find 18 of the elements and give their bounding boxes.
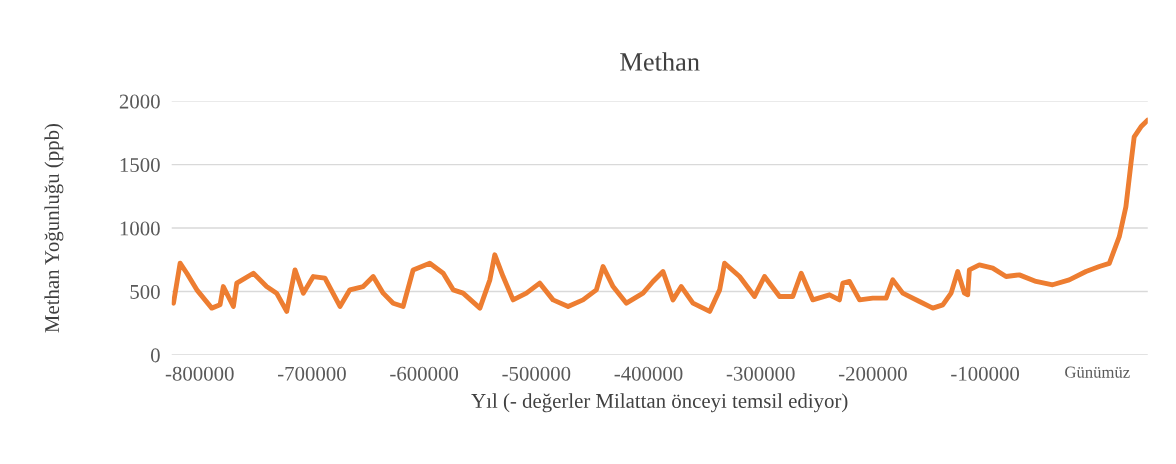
x-tick-label: -300000 xyxy=(726,366,795,381)
y-axis-title: Methan Yoğunluğu (ppb) xyxy=(44,123,64,333)
y-tick-label: 2000 xyxy=(119,94,160,109)
line-series xyxy=(171,117,1148,314)
chart-title: Methan xyxy=(620,52,700,71)
x-tick-label: -400000 xyxy=(614,366,683,381)
x-tick-label: -500000 xyxy=(502,366,571,381)
x-tick-label: -200000 xyxy=(838,366,907,381)
x-tick-label: -800000 xyxy=(165,366,234,381)
y-tick-label: 1000 xyxy=(120,221,160,236)
x-tick-label: -100000 xyxy=(951,366,1020,381)
x-axis-title: Yıl (- değerler Milattan önceyi temsil ediyor) xyxy=(471,393,848,413)
y-tick-label: 0 xyxy=(150,348,160,363)
x-tick-label: -700000 xyxy=(277,366,346,381)
y-tick-label: 1500 xyxy=(120,157,160,173)
y-tick-label: 500 xyxy=(130,284,160,299)
x-tick-label: -600000 xyxy=(390,366,459,381)
x-tick-label: Günümüz xyxy=(1065,366,1130,378)
